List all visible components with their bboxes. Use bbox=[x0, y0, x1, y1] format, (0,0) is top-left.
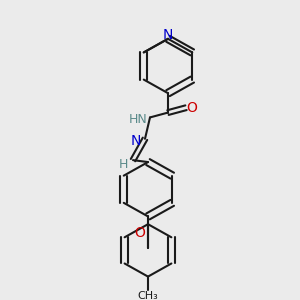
Text: O: O bbox=[187, 101, 197, 115]
Text: CH₃: CH₃ bbox=[138, 291, 158, 300]
Text: N: N bbox=[163, 28, 173, 42]
Text: HN: HN bbox=[129, 113, 147, 126]
Text: N: N bbox=[131, 134, 141, 148]
Text: H: H bbox=[118, 158, 128, 170]
Text: O: O bbox=[135, 226, 146, 240]
